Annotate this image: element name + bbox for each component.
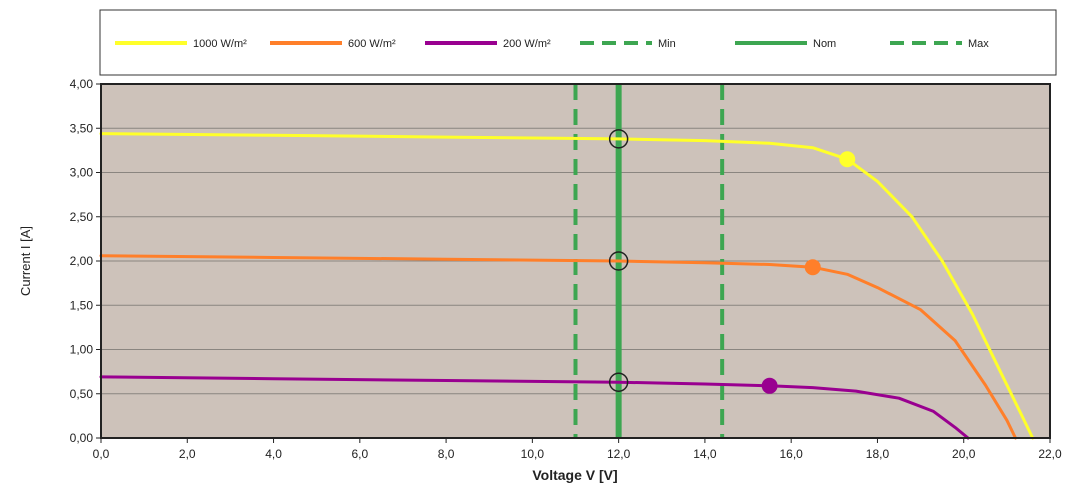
x-axis-label: Voltage V [V] bbox=[532, 467, 617, 483]
nominal-point-1 bbox=[608, 251, 629, 271]
y-tick-label: 3,00 bbox=[70, 166, 94, 180]
y-tick-label: 0,00 bbox=[70, 431, 94, 445]
y-tick-label: 1,50 bbox=[70, 298, 94, 312]
x-tick-label: 22,0 bbox=[1038, 447, 1062, 461]
x-tick-label: 14,0 bbox=[693, 447, 717, 461]
series-line-1 bbox=[99, 254, 1017, 440]
y-tick-label: 4,00 bbox=[70, 77, 94, 91]
y-tick-label: 0,50 bbox=[70, 387, 94, 401]
x-tick-label: 18,0 bbox=[866, 447, 890, 461]
x-tick-label: 20,0 bbox=[952, 447, 976, 461]
x-tick-label: 0,0 bbox=[93, 447, 110, 461]
x-axis-ticks: 0,0 2,0 4,0 6,0 8,0 10,0 12,0 14,0 16,0 18,0 20,0 2… bbox=[93, 438, 1062, 461]
legend-label: 200 W/m² bbox=[503, 38, 551, 50]
x-tick-label: 2,0 bbox=[179, 447, 196, 461]
markers-group bbox=[608, 129, 856, 394]
mpp-point-0 bbox=[839, 151, 856, 168]
legend: 1000 W/m² 600 W/m² 200 W/m² Min Nom Max bbox=[115, 38, 989, 50]
legend-label: Nom bbox=[813, 38, 836, 50]
legend-label: Max bbox=[968, 38, 989, 50]
mpp-point-1 bbox=[804, 259, 821, 276]
legend-label: 600 W/m² bbox=[348, 38, 396, 50]
legend-item-series-0: 1000 W/m² bbox=[115, 38, 247, 50]
legend-item-nom: Nom bbox=[735, 38, 836, 50]
legend-item-min: Min bbox=[580, 38, 676, 50]
y-tick-label: 3,50 bbox=[70, 121, 94, 135]
y-axis-ticks: 0,00 0,50 1,00 1,50 2,00 2,50 3,00 3,50 4,00 bbox=[70, 77, 101, 445]
x-tick-label: 12,0 bbox=[607, 447, 631, 461]
y-axis-label: Current I [A] bbox=[18, 226, 33, 296]
x-tick-label: 4,0 bbox=[265, 447, 282, 461]
legend-item-series-1: 600 W/m² bbox=[270, 38, 396, 50]
x-tick-label: 8,0 bbox=[438, 447, 455, 461]
mpp-point-2 bbox=[761, 377, 778, 394]
legend-item-series-2: 200 W/m² bbox=[425, 38, 551, 50]
nominal-point-0 bbox=[608, 129, 629, 149]
legend-item-max: Max bbox=[890, 38, 989, 50]
x-tick-label: 16,0 bbox=[780, 447, 804, 461]
nominal-point-2 bbox=[608, 372, 629, 392]
x-tick-label: 10,0 bbox=[521, 447, 545, 461]
legend-label: Min bbox=[658, 38, 676, 50]
series-line-2 bbox=[99, 375, 970, 440]
legend-label: 1000 W/m² bbox=[193, 38, 247, 50]
y-tick-label: 1,00 bbox=[70, 343, 94, 357]
y-tick-label: 2,50 bbox=[70, 210, 94, 224]
y-tick-label: 2,00 bbox=[70, 254, 94, 268]
x-tick-label: 6,0 bbox=[351, 447, 368, 461]
